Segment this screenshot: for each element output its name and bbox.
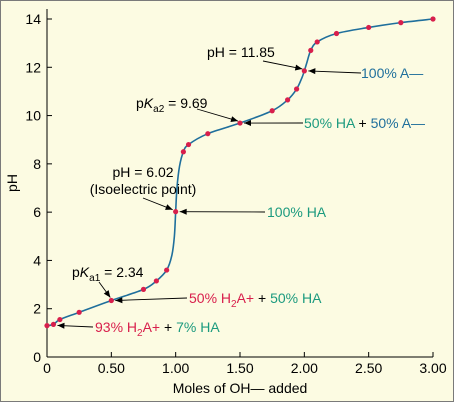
y-tick-label: 6 xyxy=(33,204,41,220)
label-100-a-minus: 100% A— xyxy=(361,65,423,81)
data-point xyxy=(140,286,147,292)
data-point xyxy=(57,316,63,323)
y-axis-label: pH xyxy=(4,174,20,192)
annotation-ph-6-02: pH = 6.02 xyxy=(112,164,173,180)
arrow-ph-6-02-head xyxy=(165,204,173,210)
annotation-isoelectric-point: (Isoelectric point) xyxy=(90,181,197,197)
arrow-50-ha-50-a-head xyxy=(244,120,252,127)
x-tick-label: 0 xyxy=(43,360,51,376)
annotation-pka2: pKa2 = 9.69 xyxy=(136,95,208,115)
y-tick-label: 14 xyxy=(25,11,41,27)
arrow-pka1-head xyxy=(103,290,111,298)
data-point xyxy=(294,86,300,92)
data-point xyxy=(237,120,243,126)
arrow-50-h2a-50-ha xyxy=(115,297,188,301)
data-point xyxy=(333,30,340,37)
data-point xyxy=(50,321,57,328)
data-point xyxy=(108,297,114,304)
data-point xyxy=(153,278,159,284)
data-point xyxy=(366,24,372,31)
arrow-pka2 xyxy=(196,108,239,122)
data-point xyxy=(173,209,179,215)
data-point xyxy=(301,68,307,74)
annotation-ph-11-85: pH = 11.85 xyxy=(207,44,275,60)
arrow-ph-11-85-head xyxy=(294,64,303,71)
x-tick-label: 3.00 xyxy=(419,360,446,376)
data-point xyxy=(308,47,314,53)
arrow-50-h2a-50-ha-head xyxy=(115,297,123,304)
arrow-pka2-head xyxy=(230,116,238,122)
data-point xyxy=(180,149,186,155)
x-tick-label: 1.50 xyxy=(226,360,253,376)
data-point xyxy=(398,20,404,26)
label-100-ha: 100% HA xyxy=(267,204,327,220)
label-93-h2a-7-ha: 93% H2A+ + 7% HA xyxy=(95,319,220,339)
data-point xyxy=(205,131,211,137)
x-tick-label: 1.00 xyxy=(162,360,189,376)
x-tick-label: 2.50 xyxy=(355,360,382,376)
y-tick-label: 4 xyxy=(33,252,41,268)
data-point xyxy=(44,323,50,329)
data-point xyxy=(185,141,192,148)
y-tick-label: 0 xyxy=(33,349,41,365)
arrow-100-a-minus-head xyxy=(308,68,316,75)
y-tick-label: 2 xyxy=(33,301,41,317)
arrow-100-a-minus xyxy=(308,70,362,74)
x-tick-label: 0.50 xyxy=(98,360,125,376)
data-point xyxy=(285,97,291,103)
data-point xyxy=(430,16,436,22)
y-tick-label: 8 xyxy=(33,156,41,172)
data-point xyxy=(269,108,275,114)
arrow-93-h2a-7-ha-head xyxy=(57,322,65,329)
annotation-pka1: pKa1 = 2.34 xyxy=(72,264,144,284)
data-point xyxy=(314,39,320,45)
arrow-100-ha-head xyxy=(179,208,187,215)
data-point xyxy=(76,309,82,315)
label-50-ha-50-a-minus: 50% HA + 50% A— xyxy=(304,115,425,131)
x-tick-label: 2.00 xyxy=(291,360,318,376)
data-point xyxy=(164,267,170,273)
x-axis-label: Moles of OH— added xyxy=(173,380,308,396)
y-tick-label: 12 xyxy=(25,59,41,75)
label-50-h2a-50-ha: 50% H2A+ + 50% HA xyxy=(189,290,322,310)
y-tick-label: 10 xyxy=(25,108,41,124)
